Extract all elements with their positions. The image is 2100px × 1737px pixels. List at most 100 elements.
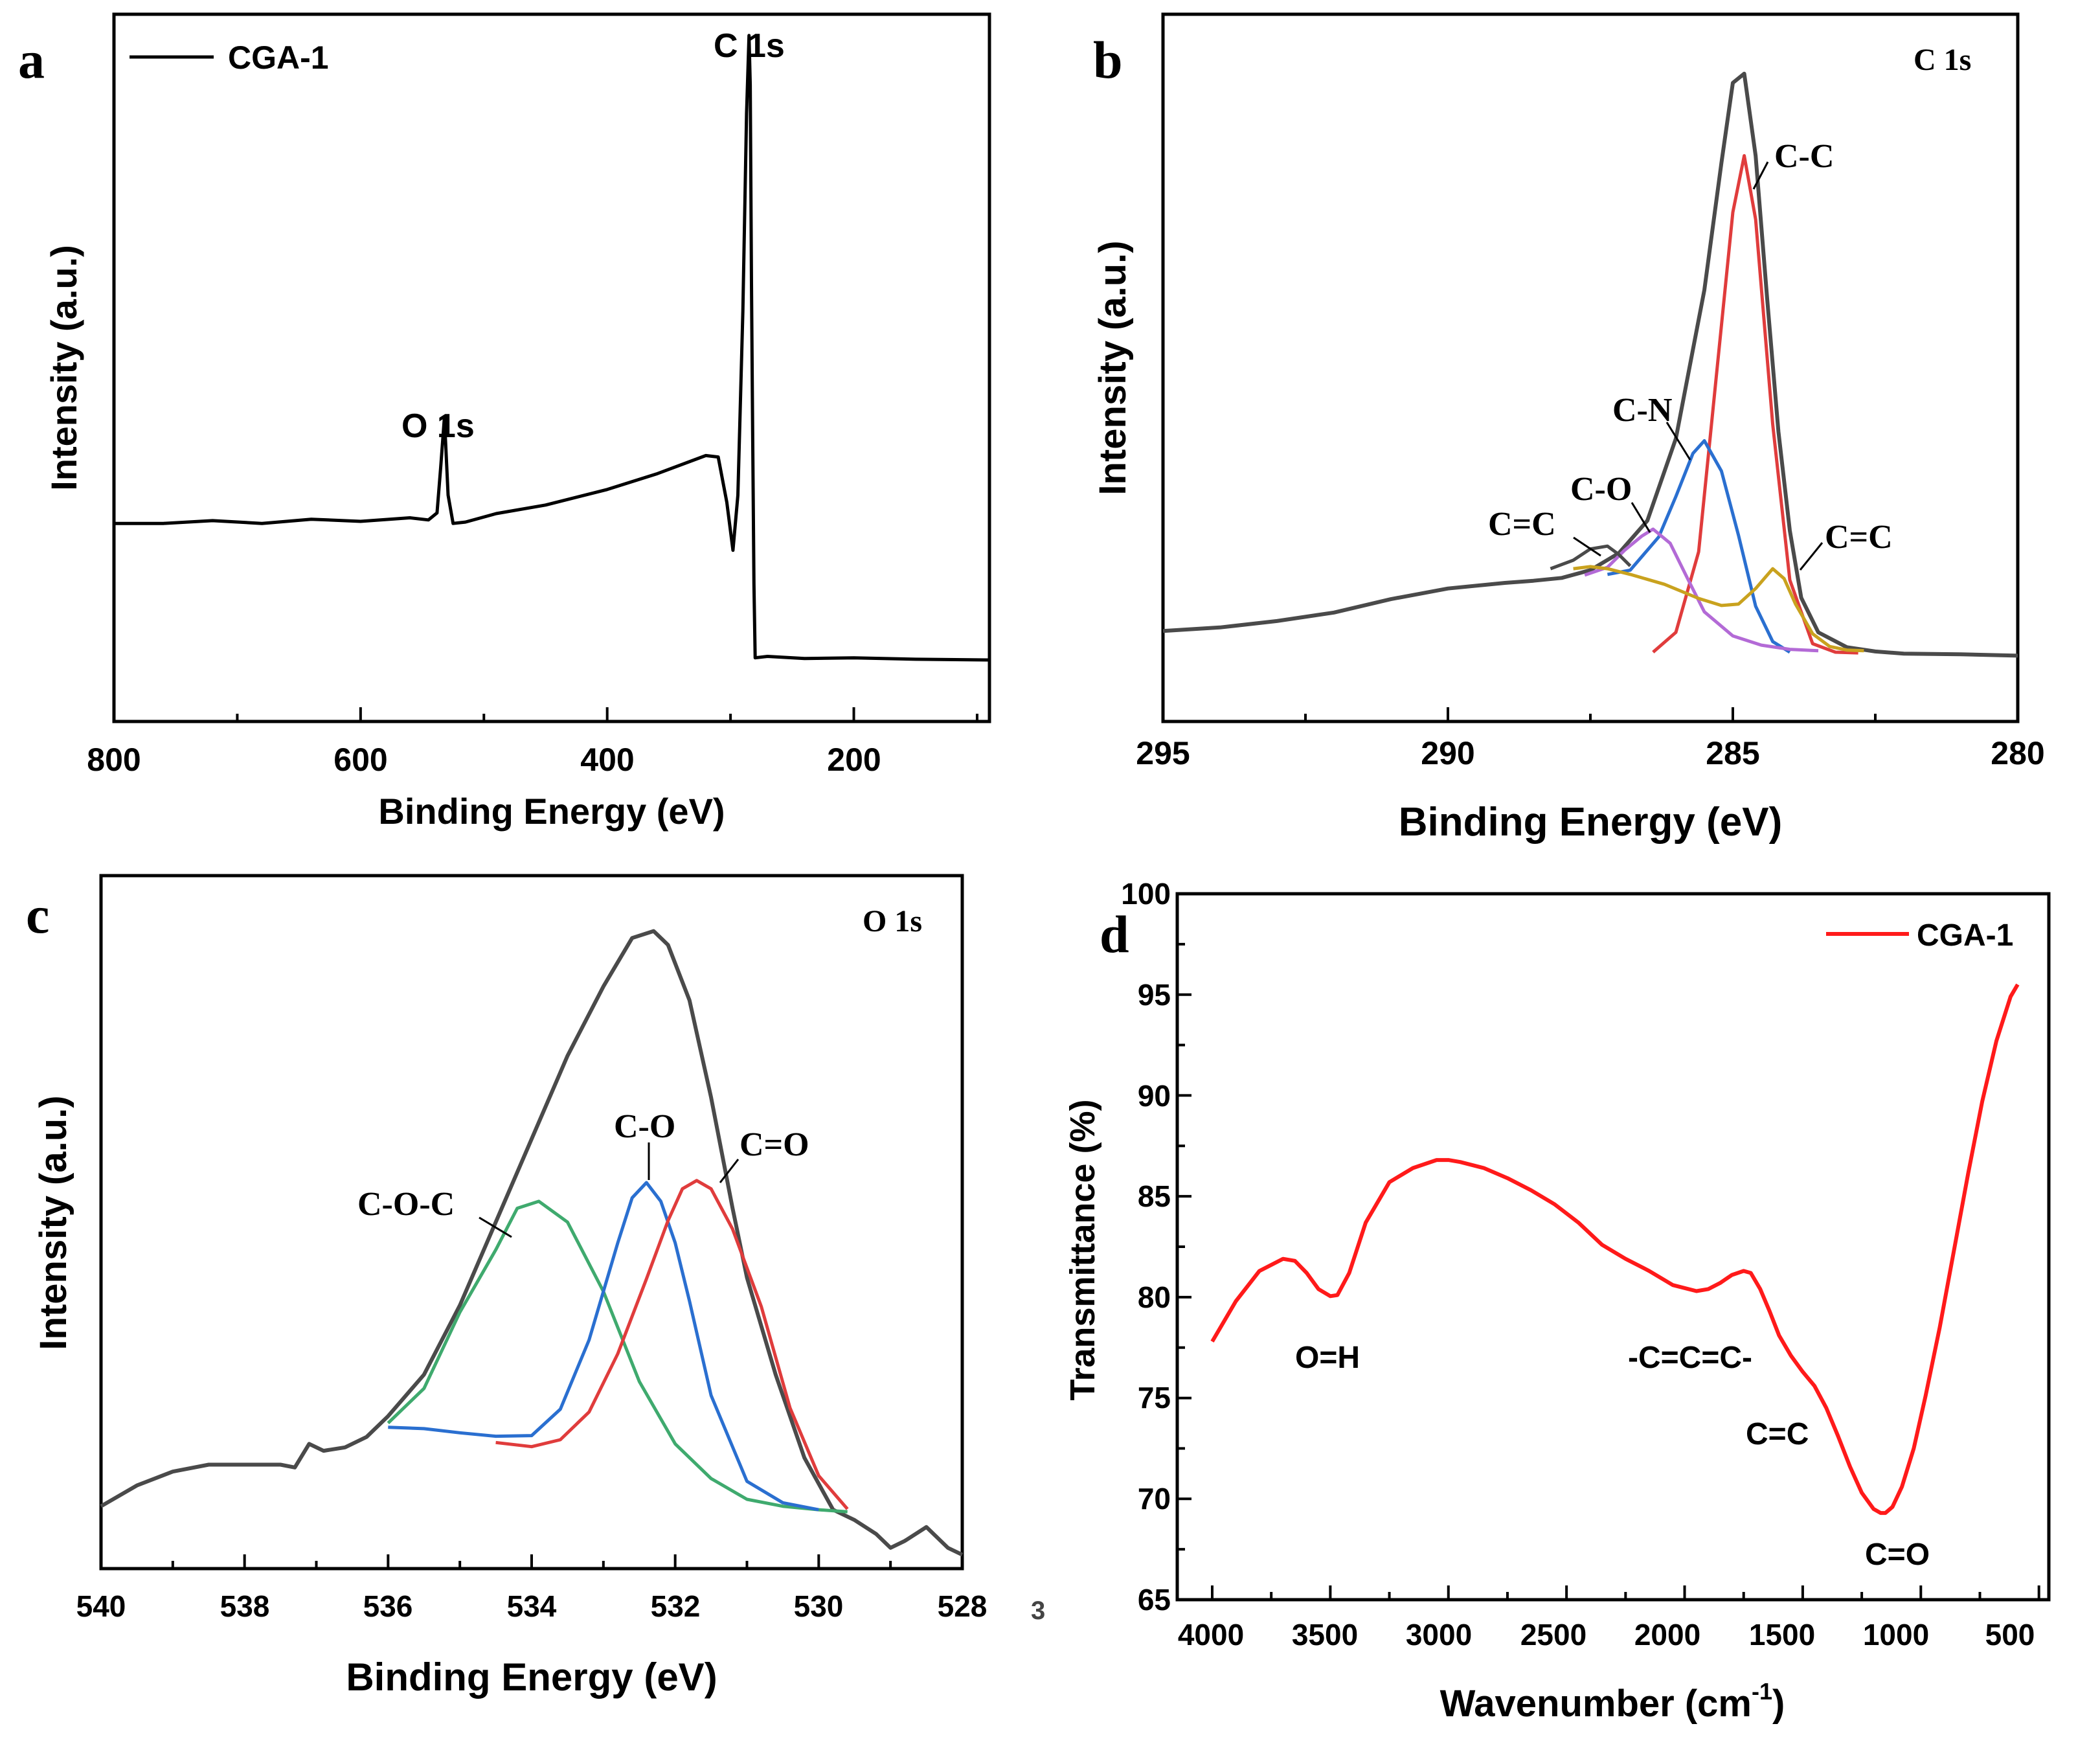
panel-b-leader-c-c-left bbox=[1573, 536, 1601, 557]
panel-d-y-tick-label: 90 bbox=[1138, 1079, 1171, 1113]
panel-d-annotation-o-h: O=H bbox=[1295, 1341, 1360, 1375]
panel-b-annotation-c-n: C-N bbox=[1612, 392, 1672, 429]
panel-c-x-ticks bbox=[100, 1554, 964, 1569]
panel-d-x-tick-label: 1500 bbox=[1749, 1618, 1815, 1652]
panel-a-tick-label: 800 bbox=[87, 742, 141, 778]
panel-d-ticks bbox=[1177, 892, 2040, 1601]
panel-b-leader-c-c bbox=[1752, 161, 1769, 190]
panel-c-series-envelope bbox=[100, 929, 964, 1557]
panel-c-leader-c-o-c bbox=[479, 1216, 512, 1238]
panel-b-series-group bbox=[1162, 71, 2018, 658]
panel-d-x-axis-label: Wavenumber (cm-1) bbox=[1440, 1678, 1785, 1725]
panel-a-series-cga-1 bbox=[114, 34, 990, 662]
panel-d-series-cga-1 bbox=[1210, 983, 2020, 1516]
panel-a-x-axis-label: Binding Energy (eV) bbox=[378, 791, 725, 832]
panel-d-y-tick-label: 100 bbox=[1121, 877, 1171, 911]
panel-d-x-tick-label: 3000 bbox=[1406, 1618, 1472, 1652]
panel-d-x-tick-label: 500 bbox=[1985, 1618, 2035, 1652]
panel-c-tick-label: 536 bbox=[363, 1589, 413, 1623]
panel-d-x-tick-label: 3500 bbox=[1292, 1618, 1358, 1652]
panel-a-legend-label: CGA-1 bbox=[228, 40, 329, 76]
panel-b-leader-c-c-right bbox=[1799, 542, 1823, 571]
panel-b-series-c-n bbox=[1607, 439, 1791, 654]
panel-a-survey-spectrum: a 800 600 400 200 Binding Energy (eV) In… bbox=[18, 12, 991, 832]
panel-c-tick-label: 534 bbox=[507, 1589, 557, 1623]
panel-d-legend: CGA-1 bbox=[1826, 918, 2013, 953]
panel-d-y-tick-label: 80 bbox=[1138, 1280, 1171, 1314]
panel-c-tick-label: 532 bbox=[651, 1589, 701, 1623]
panel-a-tick-label: 400 bbox=[580, 742, 634, 778]
panel-d-y-tick-label: 85 bbox=[1138, 1179, 1171, 1213]
panel-d-y-tick-label: 70 bbox=[1138, 1482, 1171, 1516]
panel-b-leader-c-n bbox=[1665, 422, 1691, 460]
panel-b-series-c-c bbox=[1652, 153, 1858, 655]
panel-d-annotation-c-c: C=C bbox=[1746, 1417, 1809, 1451]
panel-b-series-envelope bbox=[1162, 71, 2018, 658]
panel-b-annotation-c-o: C-O bbox=[1570, 471, 1632, 508]
panel-c-label: c bbox=[26, 885, 49, 944]
panel-c-annotation-c-eq-o: C=O bbox=[740, 1126, 809, 1163]
panel-d-frame bbox=[1175, 892, 2051, 1602]
panel-d-ftir-spectrum: d 4000 3500 3000 2500 2000 1500 1000 500… bbox=[1063, 877, 2051, 1725]
panel-d-label: d bbox=[1100, 905, 1129, 964]
panel-d-x-tick-labels: 4000 3500 3000 2500 2000 1500 1000 500 bbox=[1178, 1618, 2035, 1652]
panel-a-label: a bbox=[18, 30, 45, 89]
panel-b-series-c-c-shoulder bbox=[1550, 544, 1632, 571]
panel-c-series-group bbox=[100, 929, 964, 1557]
panel-c-annotations: C-O-C C-O C=O bbox=[357, 1108, 809, 1238]
panel-c-tick-label: 538 bbox=[220, 1589, 270, 1623]
panel-c-y-axis-label: Intensity (a.u.) bbox=[32, 1095, 74, 1350]
panel-c-title: O 1s bbox=[863, 904, 922, 938]
panel-b-label: b bbox=[1093, 30, 1123, 89]
panel-a-x-ticks bbox=[113, 707, 978, 721]
panel-a-legend: CGA-1 bbox=[130, 40, 329, 76]
panel-b-tick-label: 295 bbox=[1136, 735, 1190, 771]
panel-d-y-tick-label: 65 bbox=[1138, 1583, 1171, 1617]
panel-d-annotations: O=H -C=C=C- C=C C=O bbox=[1295, 1341, 1930, 1572]
panel-c-tick-label: 530 bbox=[794, 1589, 844, 1623]
panel-b-annotation-c-c-sp2-left: C=C bbox=[1488, 506, 1556, 543]
panel-c-leader-c-eq-o bbox=[719, 1159, 740, 1183]
panel-b-annotation-c-c: C-C bbox=[1774, 138, 1834, 175]
stray-mark: 3 bbox=[1031, 1596, 1045, 1625]
panel-b-x-ticks bbox=[1162, 707, 2019, 721]
panel-d-x-tick-label: 1000 bbox=[1863, 1618, 1929, 1652]
panel-c-tick-label: 528 bbox=[938, 1589, 988, 1623]
panel-d-y-tick-label: 95 bbox=[1138, 978, 1171, 1012]
panel-c-x-axis-label: Binding Energy (eV) bbox=[346, 1655, 717, 1699]
panel-b-series-c-o bbox=[1584, 527, 1819, 653]
panel-b-annotations: C-C C-N C-O C=C C=C bbox=[1488, 138, 1893, 571]
panel-d-x-axis-label-close: ) bbox=[1772, 1683, 1785, 1725]
panel-b-x-axis-label: Binding Energy (eV) bbox=[1399, 800, 1782, 845]
panel-d-y-tick-label: 75 bbox=[1138, 1381, 1171, 1414]
panel-c-o1s-spectrum: c 540 538 536 534 532 530 528 Binding En… bbox=[26, 874, 988, 1699]
panel-b-annotation-c-c-sp2-right: C=C bbox=[1825, 519, 1893, 556]
panel-d-annotation-c-o: C=O bbox=[1865, 1538, 1930, 1572]
panel-a-x-tick-labels: 800 600 400 200 bbox=[87, 742, 881, 778]
panel-d-legend-label: CGA-1 bbox=[1917, 918, 2013, 953]
panel-b-frame bbox=[1161, 12, 2020, 723]
panel-a-annotation-o1s: O 1s bbox=[401, 407, 475, 445]
panel-d-x-tick-label: 2000 bbox=[1634, 1618, 1700, 1652]
panel-c-series-c-o bbox=[495, 1179, 849, 1510]
panel-d-annotation-c-c-c: -C=C=C- bbox=[1628, 1341, 1752, 1375]
panel-b-leader-c-o bbox=[1631, 502, 1651, 533]
panel-d-y-tick-labels: 65 70 75 80 85 90 95 100 bbox=[1121, 877, 1171, 1617]
panel-c-x-tick-labels: 540 538 536 534 532 530 528 bbox=[76, 1589, 988, 1623]
panel-b-c1s-spectrum: b 295 290 285 280 Binding Energy (eV) In… bbox=[1092, 12, 2045, 845]
panel-c-tick-label: 540 bbox=[76, 1589, 126, 1623]
panel-c-annotation-c-o-c: C-O-C bbox=[357, 1186, 455, 1223]
panel-b-series-c-c-sp2 bbox=[1573, 565, 1864, 653]
panel-c-series-c-o bbox=[388, 1181, 819, 1512]
panel-b-tick-label: 280 bbox=[1991, 735, 2044, 771]
panel-b-tick-label: 290 bbox=[1421, 735, 1474, 771]
panel-d-x-axis-label-main: Wavenumber (cm bbox=[1440, 1683, 1752, 1725]
panel-b-tick-label: 285 bbox=[1706, 735, 1759, 771]
panel-c-annotation-c-o: C-O bbox=[614, 1108, 675, 1145]
panel-b-title: C 1s bbox=[1914, 43, 1971, 77]
panel-d-x-tick-label: 4000 bbox=[1178, 1618, 1244, 1652]
panel-a-tick-label: 200 bbox=[827, 742, 881, 778]
panel-d-y-axis-label: Transmittance (%) bbox=[1063, 1099, 1102, 1400]
panel-d-x-tick-label: 2500 bbox=[1520, 1618, 1586, 1652]
